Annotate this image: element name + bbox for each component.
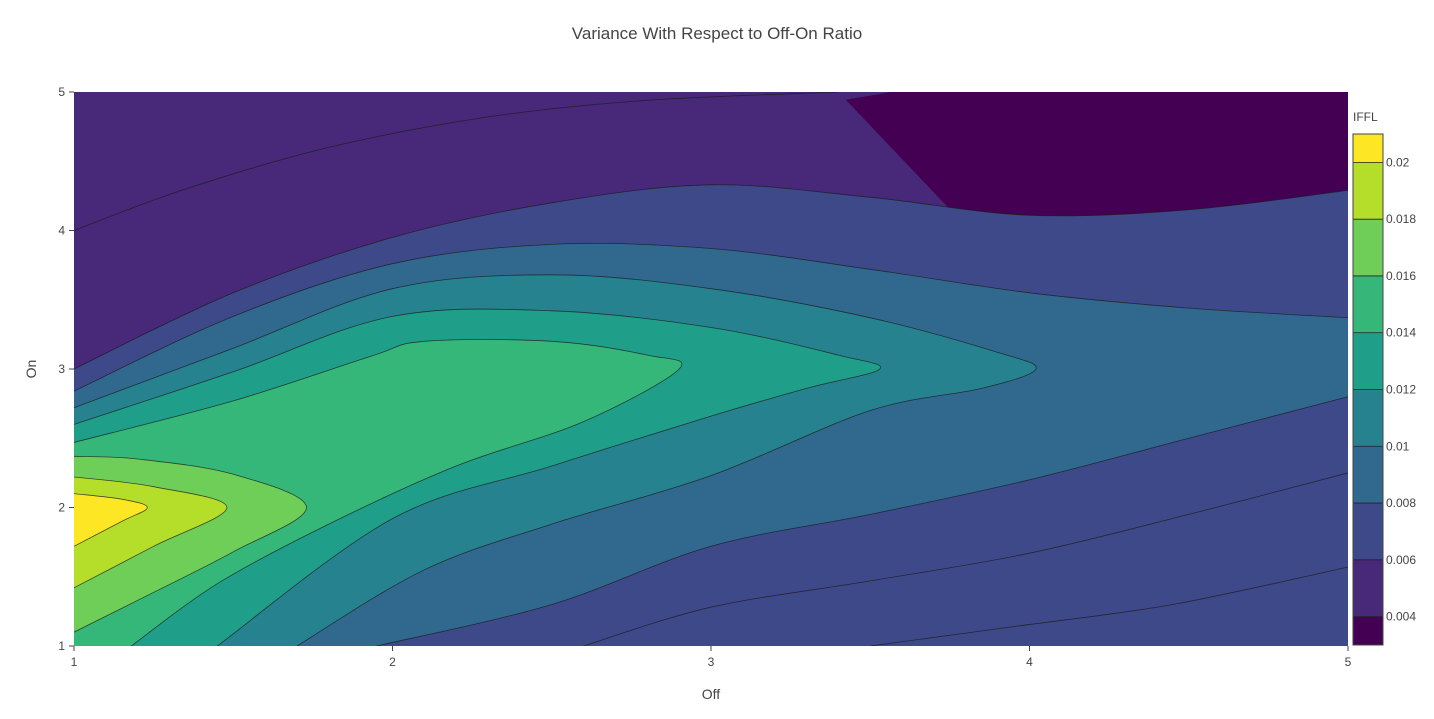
colorbar-swatch-6 [1353, 275, 1383, 333]
contour-band-9 [74, 339, 682, 646]
contour-line-0.006 [583, 472, 1348, 646]
contour-line-0.012 [74, 308, 882, 646]
contour-line-0.014 [74, 339, 683, 646]
contour-line-0.016 [74, 455, 307, 633]
colorbar-outline [1352, 133, 1384, 646]
colorbar-title: IFFL [1353, 110, 1378, 124]
contour-line-0.01 [74, 274, 1037, 646]
x-axis-title: Off [702, 686, 721, 702]
colorbar-swatch-3 [1353, 446, 1383, 504]
x-axis: 1 2 3 4 5 [71, 646, 1352, 669]
colorbar-tick-label: 0.016 [1386, 269, 1416, 283]
colorbar: IFFL 0.004 0.006 0.008 0.01 0.012 0.014 0.016 0… [1352, 110, 1416, 646]
colorbar-tick-label: 0.018 [1386, 212, 1416, 226]
colorbar-tick-label: 0.02 [1386, 155, 1410, 169]
colorbar-swatch-9 [1353, 134, 1383, 163]
y-tick-label: 2 [58, 501, 65, 515]
contour-line-0.004 [74, 92, 839, 231]
contour-line-0.018 [74, 476, 228, 589]
colorbar-swatch-7 [1353, 219, 1383, 276]
x-tick-label: 4 [1026, 655, 1033, 669]
x-tick-label: 3 [708, 655, 715, 669]
x-tick-label: 5 [1345, 655, 1352, 669]
x-tick-label: 2 [389, 655, 396, 669]
chart-title: Variance With Respect to Off-On Ratio [571, 24, 863, 43]
contour-band-6 [376, 396, 1348, 646]
colorbar-swatch-2 [1353, 503, 1383, 560]
y-axis: 1 2 3 4 5 [58, 85, 74, 653]
y-tick-label: 1 [58, 639, 65, 653]
colorbar-tick-label: 0.008 [1386, 496, 1416, 510]
contour-band-12 [74, 493, 148, 547]
x-tick-label: 1 [71, 655, 78, 669]
colorbar-tick-label: 0.006 [1386, 553, 1416, 567]
colorbar-swatch-5 [1353, 332, 1383, 390]
colorbar-swatch-0 [1353, 616, 1383, 645]
colorbar-tick-label: 0.014 [1386, 326, 1416, 340]
contour-line-0.008 [376, 396, 1348, 646]
colorbar-swatch-8 [1353, 162, 1383, 220]
y-tick-label: 3 [58, 362, 65, 376]
colorbar-tick-label: 0.004 [1386, 610, 1416, 624]
y-tick-label: 5 [58, 85, 65, 99]
y-axis-title: On [23, 360, 39, 379]
contour-line-0.004 [870, 566, 1348, 646]
colorbar-swatch-4 [1353, 389, 1383, 447]
colorbar-swatch-1 [1353, 559, 1383, 617]
colorbar-tick-label: 0.01 [1386, 439, 1410, 453]
contour-line-0.02 [74, 493, 148, 547]
y-tick-label: 4 [58, 224, 65, 238]
contour-line-0.008 [74, 242, 1348, 392]
contour-line-0.006 [74, 184, 1348, 370]
colorbar-tick-label: 0.012 [1386, 383, 1416, 397]
